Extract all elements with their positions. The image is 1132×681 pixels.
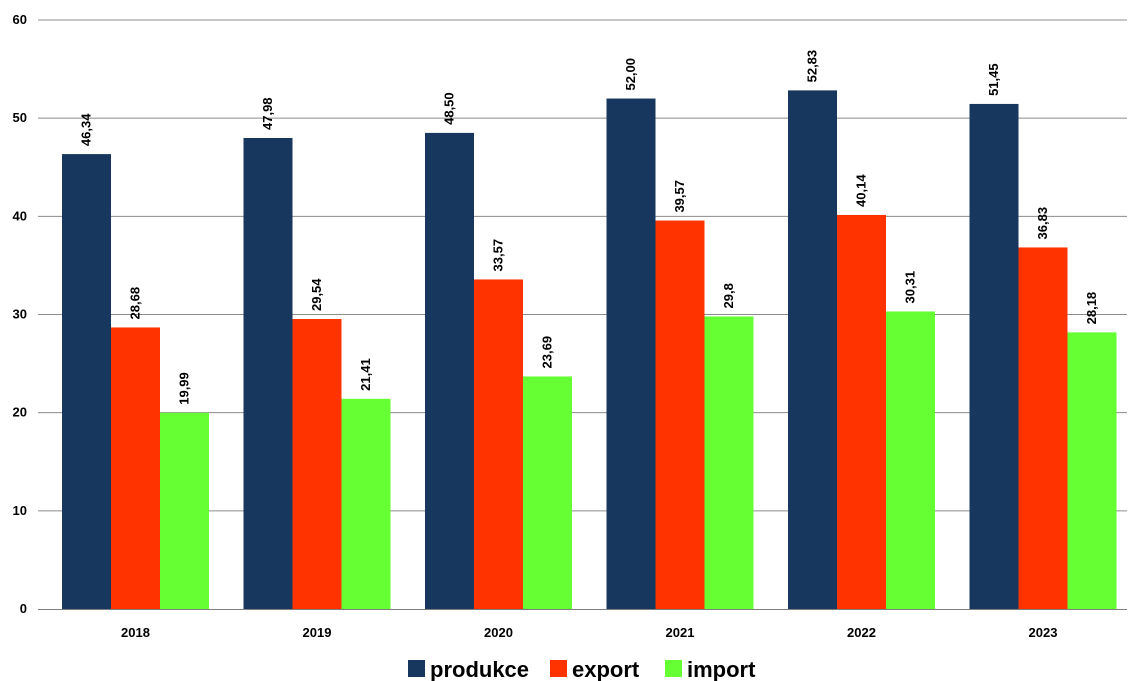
y-axis-tick-labels: 0 10 20 30 40 50 60 (13, 12, 27, 616)
data-label-export-2019: 29,54 (309, 278, 324, 311)
x-tick-label-2022: 2022 (847, 625, 876, 640)
legend-swatch-export (550, 660, 567, 677)
data-label-produkce-2019: 47,98 (260, 97, 275, 130)
data-label-export-2023: 36,83 (1035, 207, 1050, 240)
data-label-produkce-2023: 51,45 (986, 63, 1001, 96)
data-label-export-2021: 39,57 (672, 180, 687, 213)
data-label-import-2022: 30,31 (903, 271, 918, 304)
bar-import-2021 (704, 316, 754, 609)
legend-label-import: import (687, 657, 756, 681)
y-tick-label: 20 (13, 405, 27, 420)
legend-label-produkce: produkce (430, 657, 529, 681)
y-tick-label: 30 (13, 307, 27, 322)
data-label-produkce-2018: 46,34 (79, 113, 94, 146)
bar-export-2021 (655, 220, 705, 609)
bar-produkce-2018 (62, 154, 111, 609)
bar-produkce-2020 (425, 132, 474, 609)
bar-export-2020 (474, 279, 523, 609)
data-label-produkce-2021: 52,00 (623, 58, 638, 91)
data-label-export-2018: 28,68 (128, 287, 143, 320)
bar-export-2023 (1018, 247, 1068, 610)
data-label-import-2023: 28,18 (1084, 292, 1099, 325)
bar-export-2019 (292, 319, 342, 609)
x-tick-label-2021: 2021 (666, 625, 695, 640)
bars (62, 90, 1117, 610)
gridlines (38, 19, 1127, 512)
legend: produkce export import (408, 657, 756, 681)
bar-import-2023 (1067, 332, 1117, 609)
x-axis-tick-labels: 2018 2019 2020 2021 2022 2023 (121, 625, 1057, 640)
legend-swatch-import (665, 660, 682, 677)
bar-produkce-2023 (969, 103, 1019, 610)
x-tick-label-2023: 2023 (1029, 625, 1058, 640)
bar-produkce-2019 (243, 137, 293, 609)
y-tick-label: 60 (13, 12, 27, 27)
bar-import-2022 (886, 311, 935, 609)
data-label-import-2020: 23,69 (540, 336, 555, 369)
bar-import-2020 (523, 376, 572, 609)
data-label-produkce-2022: 52,83 (805, 50, 820, 83)
bar-export-2018 (111, 327, 160, 609)
y-tick-label: 10 (13, 503, 27, 518)
y-tick-label: 50 (13, 110, 27, 125)
bar-produkce-2021 (606, 98, 656, 610)
data-label-export-2020: 33,57 (491, 239, 506, 272)
bar-produkce-2022 (788, 90, 837, 609)
data-label-export-2022: 40,14 (854, 174, 869, 207)
data-label-import-2021: 29,8 (721, 283, 736, 308)
x-tick-label-2018: 2018 (121, 625, 150, 640)
y-tick-label: 40 (13, 208, 27, 223)
data-label-produkce-2020: 48,50 (442, 92, 457, 125)
data-label-import-2019: 21,41 (358, 358, 373, 391)
legend-swatch-produkce (408, 660, 425, 677)
y-tick-label: 0 (20, 601, 27, 616)
bar-import-2018 (160, 412, 209, 609)
bar-export-2022 (837, 214, 886, 610)
data-label-import-2018: 19,99 (177, 372, 192, 405)
data-labels: 46,34 28,68 19,99 47,98 29,54 21,41 48,50 33,57… (79, 50, 1100, 405)
x-tick-label-2019: 2019 (303, 625, 332, 640)
x-tick-label-2020: 2020 (484, 625, 513, 640)
legend-label-export: export (572, 657, 640, 681)
bar-import-2019 (341, 398, 391, 609)
